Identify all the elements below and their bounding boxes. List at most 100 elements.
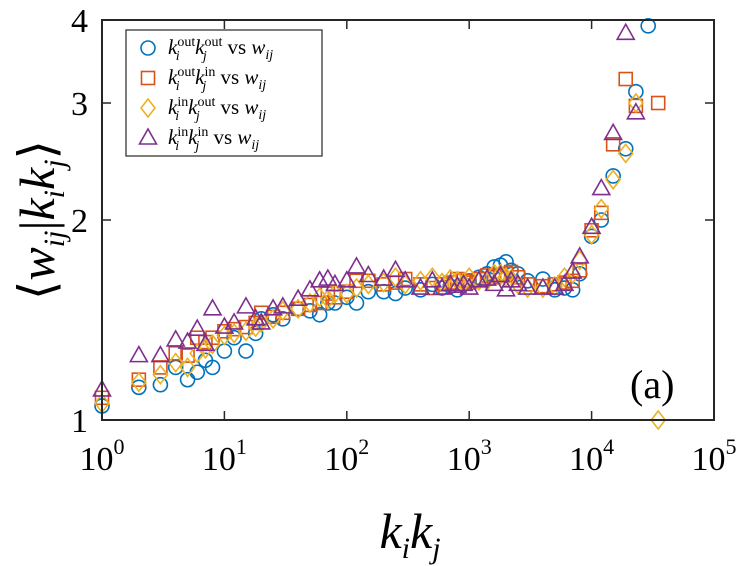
data-point <box>180 348 195 363</box>
data-point <box>204 359 221 376</box>
data-point <box>554 273 575 292</box>
legend-entry: kout i kin j vs wij <box>140 65 266 94</box>
data-point <box>265 308 282 330</box>
data-point <box>272 296 293 314</box>
legend-marker <box>139 97 157 119</box>
panel-label: (a) <box>630 362 674 407</box>
legend-marker <box>140 70 156 86</box>
x-tick-label: 105 <box>692 434 737 478</box>
data-point <box>131 379 147 396</box>
data-point <box>605 168 621 184</box>
data-point <box>202 298 223 316</box>
data-point <box>288 288 308 306</box>
y-tick-label: 2 <box>71 203 88 240</box>
legend-marker <box>138 127 158 145</box>
data-point <box>569 246 590 264</box>
data-point <box>238 343 254 359</box>
data-point <box>562 261 583 279</box>
series-triangle <box>92 22 646 397</box>
data-point <box>617 140 634 157</box>
data-point <box>238 319 254 335</box>
x-tick-label: 104 <box>569 434 614 478</box>
data-point <box>556 266 573 288</box>
data-point <box>224 312 244 330</box>
data-point <box>128 344 149 363</box>
data-point <box>204 333 221 355</box>
data-point <box>650 409 667 431</box>
data-point <box>189 364 206 381</box>
data-point <box>317 268 338 286</box>
y-axis-tick-labels: 1 2 3 4 <box>71 3 88 440</box>
data-point <box>167 352 184 373</box>
data-point <box>217 323 232 339</box>
y-tick-label: 3 <box>71 86 88 123</box>
x-axis-tick-labels: 100 101 102 103 104 105 <box>80 434 737 478</box>
y-tick-label: 1 <box>71 403 88 440</box>
data-point <box>319 288 336 310</box>
data-point <box>177 331 198 349</box>
data-point <box>533 277 553 295</box>
legend-box <box>125 29 323 157</box>
data-point <box>214 316 235 334</box>
y-axis-label: ⟨wij|kikj⟩ <box>9 140 71 300</box>
data-point <box>179 371 196 388</box>
data-point <box>509 274 526 295</box>
data-point <box>605 169 622 190</box>
data-point <box>300 279 320 297</box>
data-point <box>385 259 406 278</box>
legend-label: kout i kin j vs wij <box>168 65 266 94</box>
data-point <box>615 22 636 41</box>
data-point <box>617 143 634 164</box>
data-point <box>593 205 609 221</box>
data-point <box>197 338 214 360</box>
data-point <box>373 268 394 286</box>
data-point <box>152 376 169 393</box>
data-point <box>251 312 272 330</box>
legend-label: kin i kin j vs wij <box>168 125 259 154</box>
data-point <box>627 92 644 114</box>
data-point <box>628 83 644 100</box>
data-point <box>336 270 357 288</box>
x-tick-label: 102 <box>324 434 369 478</box>
data-point <box>432 277 452 295</box>
data-point <box>650 95 666 111</box>
data-point <box>640 18 656 34</box>
data-point <box>253 312 270 334</box>
data-point <box>309 270 330 288</box>
legend-entry: kin i kin j vs wij <box>138 125 259 154</box>
data-point <box>395 270 416 288</box>
data-point <box>346 256 367 274</box>
data-point <box>603 122 624 141</box>
data-point <box>591 177 612 196</box>
x-tick-label: 103 <box>447 434 492 478</box>
data-point <box>490 264 511 283</box>
data-point <box>195 333 216 352</box>
x-tick-label: 100 <box>80 434 125 478</box>
data-point <box>168 346 183 361</box>
data-point <box>583 224 600 246</box>
data-point <box>626 102 646 120</box>
data-point <box>469 270 489 288</box>
data-point <box>311 306 328 323</box>
data-point <box>422 270 443 288</box>
x-tick-label: 101 <box>202 434 247 478</box>
data-point <box>397 274 414 295</box>
legend-marker <box>140 40 156 56</box>
data-point <box>508 273 528 292</box>
data-point <box>358 264 379 283</box>
series-layer <box>92 18 667 431</box>
data-point <box>150 344 171 363</box>
data-point <box>534 277 551 299</box>
data-point <box>187 318 208 336</box>
data-point <box>397 280 413 296</box>
legend-label: kin i kout j vs wij <box>168 95 266 124</box>
x-axis-label: kikj <box>379 503 440 565</box>
data-point <box>152 364 169 386</box>
data-point <box>517 277 538 295</box>
y-tick-label: 4 <box>71 3 88 40</box>
data-point <box>605 136 621 152</box>
legend-label: kout i kout j vs wij <box>168 35 273 64</box>
data-point <box>447 275 468 293</box>
